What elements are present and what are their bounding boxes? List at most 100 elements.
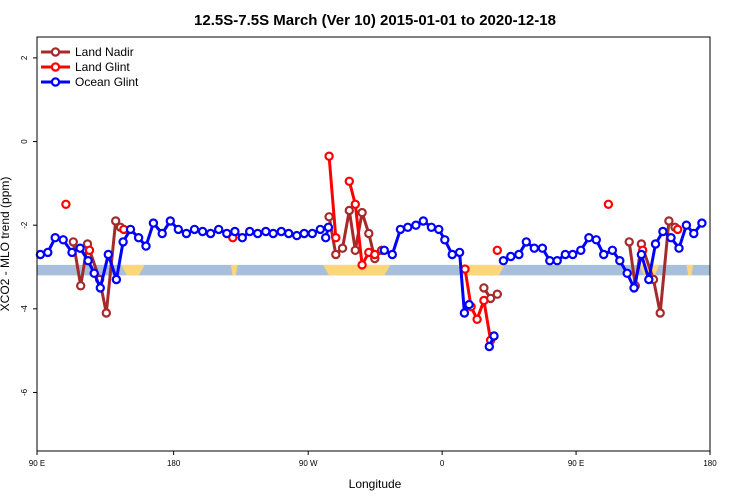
data-point-ocean-glint — [568, 249, 578, 260]
data-point-ocean-glint — [67, 247, 77, 258]
data-point-ocean-glint — [321, 232, 331, 243]
data-point-land-glint — [344, 176, 354, 186]
y-tick-label: 0 — [20, 139, 29, 144]
legend-label: Land Glint — [75, 60, 130, 74]
data-point-ocean-glint — [395, 224, 406, 235]
data-point-ocean-glint — [43, 247, 53, 258]
data-point-ocean-glint — [454, 247, 465, 258]
data-point-ocean-glint — [576, 245, 586, 255]
data-point-ocean-glint — [189, 224, 200, 235]
data-point-ocean-glint — [133, 232, 144, 243]
data-point-land-glint — [492, 245, 502, 255]
data-point-land-glint — [324, 151, 334, 161]
data-point-ocean-glint — [315, 224, 325, 235]
data-point-ocean-glint — [426, 222, 437, 232]
legend-label: Land Nadir — [75, 45, 134, 59]
data-point-ocean-glint — [261, 226, 271, 237]
legend-swatch-marker — [50, 62, 61, 72]
data-point-ocean-glint — [560, 249, 571, 260]
data-point-land-nadir — [68, 237, 79, 247]
data-point-land-glint — [370, 249, 380, 260]
land-patch — [323, 264, 391, 276]
data-point-ocean-glint — [489, 331, 499, 341]
data-point-ocean-glint — [498, 256, 509, 266]
data-point-ocean-glint — [484, 341, 494, 352]
data-point-ocean-glint — [75, 243, 85, 253]
data-point-land-glint — [331, 232, 341, 243]
legend-item-ocean-glint: Ocean Glint — [41, 75, 139, 89]
data-point-ocean-glint — [244, 226, 255, 237]
y-tick-label: 2 — [20, 55, 29, 60]
data-point-land-nadir — [492, 289, 502, 299]
data-point-land-nadir — [324, 212, 334, 222]
data-point-land-nadir — [110, 216, 121, 226]
legend-swatch-marker — [50, 77, 61, 87]
y-axis: 2 0 -2 -4 -6 — [20, 55, 37, 396]
data-point-ocean-glint — [141, 241, 151, 251]
plot-area — [35, 151, 710, 352]
chart-title: 12.5S-7.5S March (Ver 10) 2015-01-01 to … — [194, 12, 556, 29]
data-point-ocean-glint — [440, 235, 450, 245]
data-point-ocean-glint — [545, 256, 555, 266]
land-patch — [230, 264, 238, 276]
data-point-ocean-glint — [681, 220, 692, 230]
data-point-ocean-glint — [636, 249, 647, 260]
data-point-ocean-glint — [58, 235, 68, 245]
x-tick-label: 90 E — [568, 459, 584, 468]
data-point-ocean-glint — [197, 226, 208, 237]
data-point-ocean-glint — [387, 249, 397, 260]
data-point-ocean-glint — [607, 245, 618, 255]
x-axis: 90 E 180 90 W 0 90 E 180 — [29, 451, 717, 468]
data-point-ocean-glint — [307, 228, 317, 239]
data-point-land-nadir — [364, 228, 374, 239]
legend-item-land-glint: Land Glint — [41, 60, 130, 74]
data-point-ocean-glint — [253, 228, 263, 239]
data-point-ocean-glint — [629, 283, 639, 293]
data-point-land-nadir — [331, 249, 341, 260]
data-point-ocean-glint — [666, 232, 676, 243]
data-point-land-glint — [472, 314, 482, 324]
data-point-land-nadir — [664, 216, 674, 226]
data-point-ocean-glint — [230, 226, 240, 237]
data-point-ocean-glint — [599, 249, 609, 260]
x-tick-label: 90 E — [29, 459, 45, 468]
data-point-ocean-glint — [584, 232, 594, 243]
legend-label: Ocean Glint — [75, 75, 139, 89]
data-point-ocean-glint — [464, 299, 474, 310]
data-point-ocean-glint — [658, 226, 668, 237]
x-tick-label: 90 W — [299, 459, 318, 468]
data-point-ocean-glint — [237, 232, 247, 243]
data-point-ocean-glint — [35, 249, 46, 260]
data-point-land-glint — [479, 295, 489, 306]
data-point-ocean-glint — [118, 237, 128, 247]
y-tick-label: -2 — [20, 221, 29, 229]
data-point-land-nadir — [624, 237, 634, 247]
data-point-ocean-glint — [299, 228, 309, 239]
data-point-ocean-glint — [697, 218, 707, 228]
data-point-land-nadir — [337, 243, 348, 253]
data-point-ocean-glint — [644, 274, 654, 285]
series-line-land-glint — [327, 156, 338, 238]
data-point-ocean-glint — [506, 251, 516, 262]
data-point-ocean-glint — [379, 245, 389, 255]
data-point-ocean-glint — [615, 256, 625, 266]
data-point-ocean-glint — [213, 224, 224, 235]
data-point-land-nadir — [350, 245, 360, 255]
data-point-ocean-glint — [173, 224, 183, 235]
x-tick-label: 180 — [167, 459, 181, 468]
data-point-land-nadir — [75, 281, 86, 291]
data-point-ocean-glint — [537, 243, 548, 253]
series-ocean-glint — [35, 216, 707, 352]
data-point-ocean-glint — [689, 228, 699, 239]
data-point-land-glint — [603, 199, 614, 209]
data-point-ocean-glint — [111, 274, 122, 285]
data-point-ocean-glint — [292, 230, 302, 241]
data-point-ocean-glint — [514, 249, 524, 260]
y-tick-label: -6 — [20, 388, 29, 396]
data-point-land-glint — [350, 199, 360, 209]
data-point-land-glint — [61, 199, 71, 209]
data-point-ocean-glint — [125, 224, 136, 235]
data-point-ocean-glint — [50, 232, 60, 243]
data-point-ocean-glint — [95, 283, 106, 293]
